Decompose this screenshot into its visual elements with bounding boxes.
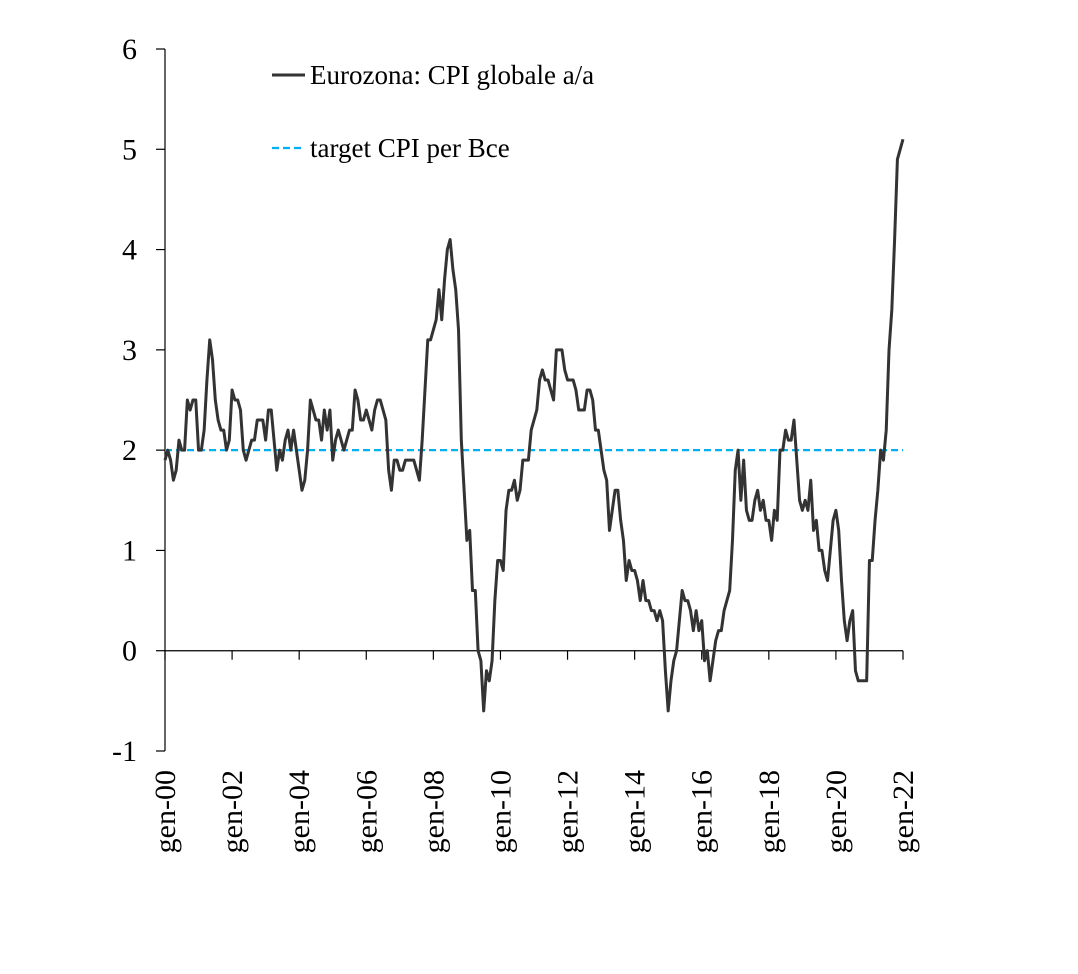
x-tick-label: gen-16 [686,770,719,853]
y-tick-label: 3 [122,334,137,367]
x-tick-label: gen-08 [417,770,450,853]
x-tick-label: gen-06 [350,770,383,853]
y-tick-label: 0 [122,635,137,668]
legend-label: Eurozona: CPI globale a/a [310,60,594,90]
x-tick-label: gen-10 [484,770,517,853]
x-tick-label: gen-12 [552,770,585,853]
y-tick-label: 2 [122,434,137,467]
x-tick-label: gen-14 [619,770,652,853]
x-tick-label: gen-02 [216,770,249,853]
x-tick-label: gen-04 [283,770,316,853]
y-tick-label: 5 [122,133,137,166]
y-tick-label: 4 [122,234,137,267]
legend-label: target CPI per Bce [310,133,510,163]
y-tick-label: -1 [112,735,137,768]
y-tick-label: 1 [122,534,137,567]
y-tick-label: 6 [122,33,137,66]
x-tick-label: gen-22 [887,770,920,853]
x-tick-label: gen-00 [149,770,182,853]
data-line [163,138,905,713]
x-tick-label: gen-20 [820,770,853,853]
x-tick-label: gen-18 [753,770,786,853]
